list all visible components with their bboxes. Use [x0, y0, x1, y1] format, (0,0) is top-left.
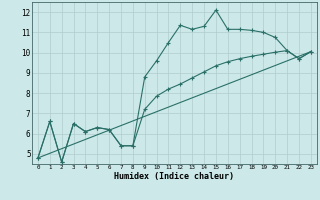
X-axis label: Humidex (Indice chaleur): Humidex (Indice chaleur) [115, 172, 234, 181]
